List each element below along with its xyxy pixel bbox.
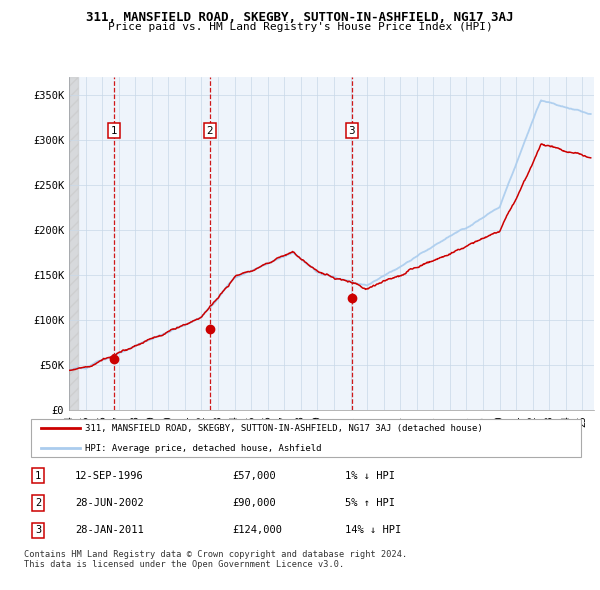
Text: 1: 1 xyxy=(110,126,117,136)
Text: £124,000: £124,000 xyxy=(233,525,283,535)
Text: Price paid vs. HM Land Registry's House Price Index (HPI): Price paid vs. HM Land Registry's House … xyxy=(107,22,493,32)
Bar xyxy=(69,77,78,410)
Text: £90,000: £90,000 xyxy=(233,498,277,508)
Text: 311, MANSFIELD ROAD, SKEGBY, SUTTON-IN-ASHFIELD, NG17 3AJ (detached house): 311, MANSFIELD ROAD, SKEGBY, SUTTON-IN-A… xyxy=(85,424,483,433)
Text: 3: 3 xyxy=(35,525,41,535)
Text: 14% ↓ HPI: 14% ↓ HPI xyxy=(346,525,402,535)
Text: 1% ↓ HPI: 1% ↓ HPI xyxy=(346,471,395,481)
Text: 2: 2 xyxy=(35,498,41,508)
Text: HPI: Average price, detached house, Ashfield: HPI: Average price, detached house, Ashf… xyxy=(85,444,322,453)
Text: 5% ↑ HPI: 5% ↑ HPI xyxy=(346,498,395,508)
Text: 12-SEP-1996: 12-SEP-1996 xyxy=(75,471,143,481)
Text: 3: 3 xyxy=(349,126,355,136)
FancyBboxPatch shape xyxy=(31,419,581,457)
Text: 28-JUN-2002: 28-JUN-2002 xyxy=(75,498,143,508)
Text: 311, MANSFIELD ROAD, SKEGBY, SUTTON-IN-ASHFIELD, NG17 3AJ: 311, MANSFIELD ROAD, SKEGBY, SUTTON-IN-A… xyxy=(86,11,514,24)
Text: Contains HM Land Registry data © Crown copyright and database right 2024.
This d: Contains HM Land Registry data © Crown c… xyxy=(24,550,407,569)
Text: 2: 2 xyxy=(206,126,213,136)
Text: 28-JAN-2011: 28-JAN-2011 xyxy=(75,525,143,535)
Text: 1: 1 xyxy=(35,471,41,481)
Text: £57,000: £57,000 xyxy=(233,471,277,481)
